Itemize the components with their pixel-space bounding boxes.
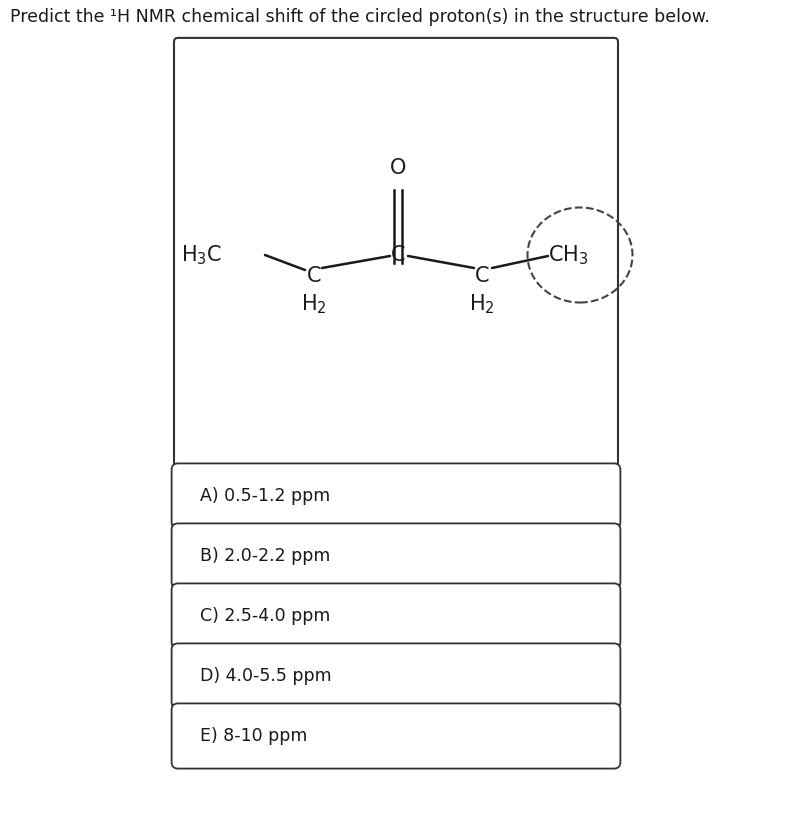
FancyBboxPatch shape — [172, 463, 620, 528]
FancyBboxPatch shape — [172, 523, 620, 588]
Text: C: C — [475, 266, 489, 286]
Text: B) 2.0-2.2 ppm: B) 2.0-2.2 ppm — [200, 547, 330, 565]
Text: C: C — [391, 245, 405, 265]
Text: H$_2$: H$_2$ — [469, 292, 495, 316]
Text: E) 8-10 ppm: E) 8-10 ppm — [200, 727, 308, 745]
Text: Predict the ¹H NMR chemical shift of the circled proton(s) in the structure belo: Predict the ¹H NMR chemical shift of the… — [10, 8, 710, 26]
Text: C: C — [307, 266, 321, 286]
FancyBboxPatch shape — [172, 704, 620, 769]
Text: A) 0.5-1.2 ppm: A) 0.5-1.2 ppm — [200, 487, 330, 505]
Text: C) 2.5-4.0 ppm: C) 2.5-4.0 ppm — [200, 607, 330, 625]
Text: O: O — [390, 158, 406, 178]
FancyBboxPatch shape — [172, 583, 620, 648]
Text: H$_2$: H$_2$ — [301, 292, 327, 316]
Text: H$_3$C: H$_3$C — [181, 243, 222, 267]
Text: D) 4.0-5.5 ppm: D) 4.0-5.5 ppm — [200, 667, 332, 685]
Text: CH$_3$: CH$_3$ — [548, 243, 589, 267]
FancyBboxPatch shape — [172, 644, 620, 709]
FancyBboxPatch shape — [174, 38, 618, 466]
